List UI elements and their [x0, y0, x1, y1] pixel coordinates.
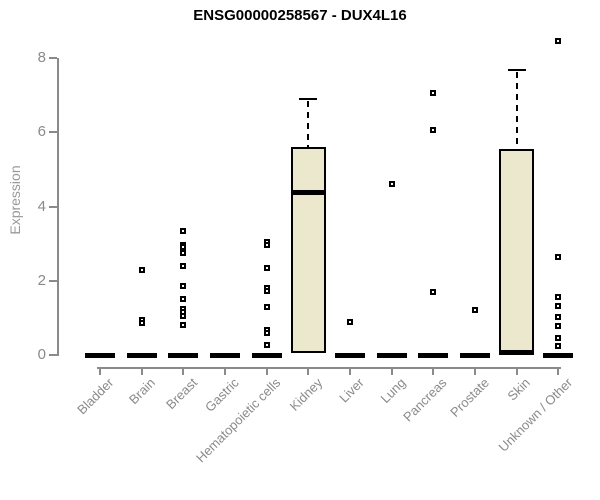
x-tick [515, 369, 518, 375]
x-tick [182, 369, 185, 375]
x-tick [140, 369, 143, 375]
outlier-point [180, 249, 187, 256]
y-tick-label: 8 [37, 49, 46, 66]
x-tick-label-kidney: Kidney [286, 375, 325, 414]
outlier-point [180, 322, 187, 329]
whisker-cap [299, 97, 318, 101]
outlier-point [555, 313, 562, 320]
y-tick [49, 354, 57, 356]
x-tick [474, 369, 476, 375]
x-tick-label-brain: Brain [126, 375, 159, 408]
upper-whisker [515, 71, 518, 149]
x-tick-label-unknown-other: Unknown / Other [495, 375, 575, 455]
outlier-point [180, 262, 187, 269]
outlier-point [555, 302, 562, 309]
zero-box-bar [168, 352, 199, 358]
x-tick-label-lung: Lung [377, 375, 409, 407]
outlier-point [347, 318, 353, 325]
x-tick [265, 369, 268, 375]
outlier-point [263, 303, 270, 310]
y-tick [49, 131, 57, 134]
outlier-point [430, 90, 437, 97]
x-tick [307, 369, 310, 375]
outlier-point [138, 267, 145, 274]
outlier-point [263, 264, 270, 271]
x-tick [224, 369, 226, 375]
upper-whisker [307, 100, 310, 148]
outlier-point [138, 319, 145, 326]
outlier-point [430, 127, 437, 134]
outlier-point [555, 323, 562, 330]
whisker-cap [507, 68, 526, 72]
y-tick [49, 57, 57, 59]
median-line [501, 350, 533, 355]
x-tick [99, 369, 101, 375]
outlier-point [555, 38, 562, 45]
outlier-point [555, 253, 562, 260]
x-tick-label-pancreas: Pancreas [400, 375, 450, 425]
x-tick [390, 369, 393, 375]
outlier-point [180, 296, 187, 303]
x-tick-label-liver: Liver [336, 375, 367, 406]
outlier-point [555, 342, 562, 349]
outlier-point [263, 341, 270, 348]
y-tick [49, 279, 57, 282]
y-tick-label: 6 [37, 123, 46, 141]
x-tick-label-skin: Skin [504, 375, 534, 404]
box-skin [499, 148, 535, 355]
y-tick [49, 205, 57, 208]
x-tick-label-breast: Breast [162, 375, 200, 413]
x-tick-label-bladder: Bladder [74, 375, 117, 418]
outlier-point [555, 293, 562, 300]
outlier-point [263, 288, 270, 295]
zero-box-bar [85, 352, 115, 358]
outlier-point [555, 335, 562, 342]
outlier-point [180, 283, 187, 290]
outlier-point [430, 288, 437, 295]
x-tick [557, 369, 560, 375]
y-axis [56, 58, 59, 356]
y-tick-label: 2 [37, 271, 46, 289]
box-kidney [290, 147, 326, 354]
median-line [292, 190, 324, 196]
zero-box-bar [210, 352, 240, 358]
x-tick-label-prostate: Prostate [446, 375, 492, 420]
chart-title: ENSG00000258567 - DUX4L16 [193, 7, 407, 24]
x-tick [432, 369, 435, 375]
outlier-point [180, 313, 187, 320]
x-tick-label-gastric: Gastric [201, 375, 242, 415]
outlier-point [263, 330, 270, 337]
y-tick-label: 0 [37, 346, 46, 363]
outlier-point [472, 307, 478, 314]
zero-box-bar [418, 352, 449, 358]
outlier-point [263, 242, 270, 249]
zero-box-bar [543, 352, 574, 358]
outlier-point [388, 181, 395, 188]
zero-box-bar [126, 352, 157, 358]
zero-box-bar [251, 352, 282, 358]
outlier-point [180, 227, 187, 234]
x-axis [97, 367, 562, 369]
x-tick [349, 369, 351, 375]
zero-box-bar [376, 352, 407, 358]
y-tick-label: 4 [37, 197, 46, 215]
zero-box-bar [335, 352, 365, 358]
outlier-point [180, 244, 187, 251]
zero-box-bar [460, 352, 490, 358]
